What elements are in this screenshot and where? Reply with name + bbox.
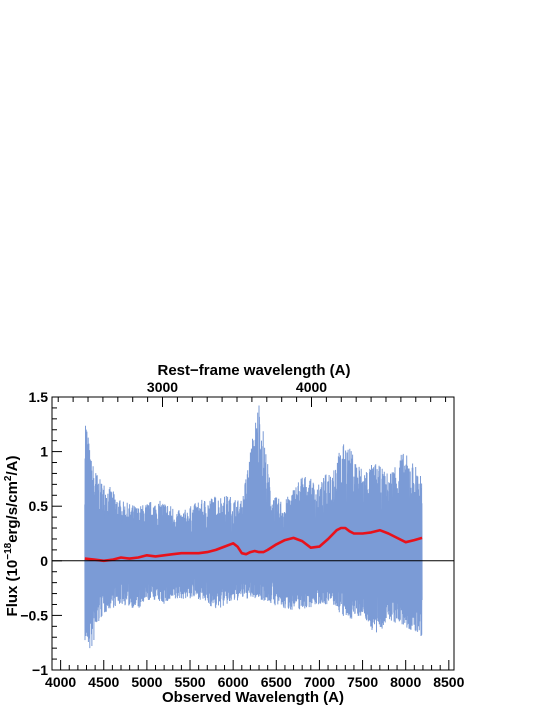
y-tick-label: −0.5	[20, 607, 48, 623]
x-axis-title: Observed Wavelength (A)	[162, 689, 344, 705]
smoothed-series	[84, 526, 423, 563]
y-axis-title-exp1: −18	[3, 542, 14, 559]
x-tick-label: 5000	[131, 674, 162, 690]
top-tick-label: 4000	[296, 379, 327, 395]
y-axis-title: Flux (10−18erg/s/cm2/A)	[3, 456, 21, 617]
y-axis-title-prefix: Flux (10	[4, 560, 21, 617]
x-tick-label: 7000	[304, 674, 335, 690]
x-tick-label: 6000	[218, 674, 249, 690]
axis-ticks: 4000 4500 5000 5500 6000 6500 7000 7500 8000 8500…	[20, 379, 464, 690]
spectrum-series	[84, 405, 423, 649]
x-tick-label: 6500	[261, 674, 292, 690]
x-tick-label: 7500	[347, 674, 378, 690]
x-tick-label: 4000	[45, 674, 76, 690]
plot-frame	[51, 396, 455, 671]
smoothed-flux-line	[84, 526, 423, 563]
y-tick-label: 0.5	[29, 498, 49, 514]
y-tick-label: 1	[40, 444, 48, 460]
y-axis-title-mid: erg/s/cm	[4, 481, 21, 543]
x-tick-label: 8000	[390, 674, 421, 690]
y-tick-label: 0	[40, 553, 48, 569]
spectrum-flux	[84, 405, 423, 649]
x-tick-label: 5500	[174, 674, 205, 690]
y-tick-label: −1	[32, 662, 48, 678]
x-tick-label: 4500	[88, 674, 119, 690]
y-axis-title-exp2: 2	[3, 475, 14, 481]
top-tick-label: 3000	[147, 379, 178, 395]
y-tick-label: 1.5	[29, 389, 49, 405]
y-axis-title-suffix: /A)	[4, 456, 21, 476]
x-tick-label: 8500	[433, 674, 464, 690]
top-axis-title: Rest−frame wavelength (A)	[158, 362, 351, 379]
